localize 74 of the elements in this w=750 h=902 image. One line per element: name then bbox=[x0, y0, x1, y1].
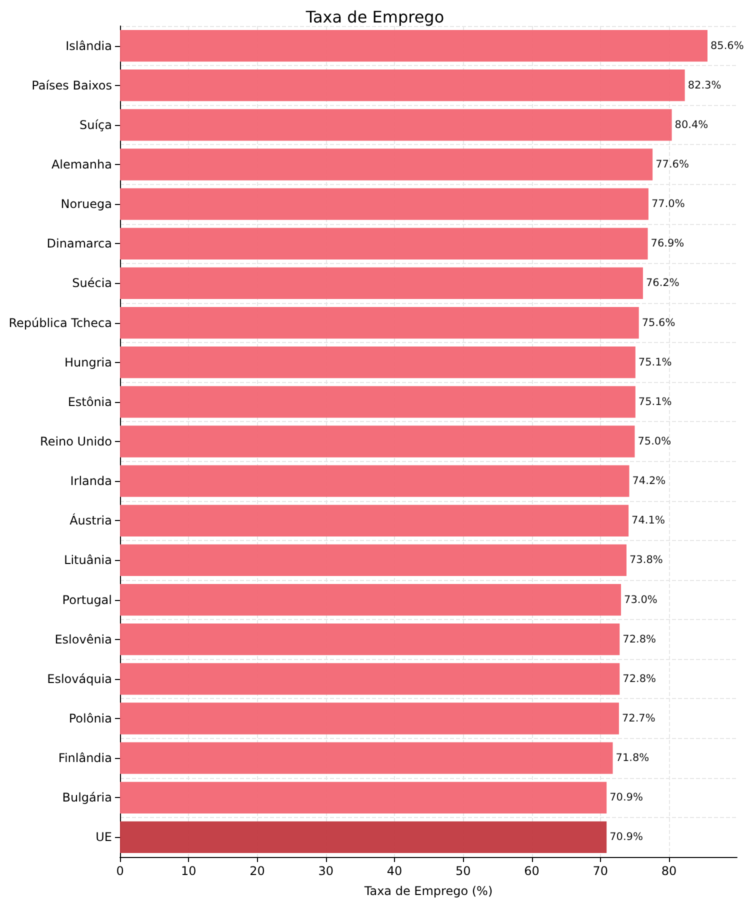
y-tick-label: Lituânia bbox=[64, 553, 112, 568]
data-label: 77.0% bbox=[651, 198, 685, 210]
bar bbox=[120, 188, 648, 220]
data-label: 77.6% bbox=[656, 158, 689, 170]
x-tick-label: 60 bbox=[524, 864, 540, 878]
y-tick-label: Polônia bbox=[68, 712, 112, 726]
data-label: 85.6% bbox=[710, 40, 744, 52]
bar bbox=[120, 30, 708, 62]
bar bbox=[120, 386, 636, 418]
bar bbox=[120, 306, 639, 339]
chart-title: Taxa de Emprego bbox=[304, 8, 444, 26]
data-label: 75.0% bbox=[638, 436, 672, 448]
bar bbox=[120, 702, 619, 734]
data-label: 75.1% bbox=[638, 396, 672, 408]
x-tick-label: 10 bbox=[180, 864, 196, 878]
data-label: 72.8% bbox=[622, 633, 656, 646]
y-tick-label: UE bbox=[96, 830, 112, 844]
y-tick-label: Dinamarca bbox=[46, 236, 112, 251]
data-label: 70.9% bbox=[610, 831, 643, 844]
data-label: 72.7% bbox=[622, 712, 656, 724]
y-tick-label: Suécia bbox=[72, 276, 112, 290]
bar bbox=[120, 426, 635, 458]
bar bbox=[120, 782, 607, 814]
data-label: 74.1% bbox=[632, 514, 665, 527]
bar bbox=[120, 544, 627, 576]
y-tick-label: Eslovênia bbox=[54, 632, 112, 646]
bar bbox=[120, 267, 643, 300]
y-tick-label: Islândia bbox=[66, 38, 112, 53]
bar bbox=[120, 663, 620, 695]
x-tick-label: 80 bbox=[661, 864, 677, 878]
data-label: 72.8% bbox=[622, 672, 656, 685]
x-tick-label: 40 bbox=[386, 864, 402, 878]
y-tick-label: Reino Unido bbox=[40, 434, 112, 448]
x-tick-label: 30 bbox=[318, 864, 334, 878]
x-tick-label: 0 bbox=[116, 864, 124, 878]
y-tick-label: Estônia bbox=[68, 394, 112, 409]
data-label: 75.6% bbox=[642, 316, 676, 329]
bar bbox=[120, 584, 622, 616]
y-tick-label: Áustria bbox=[70, 512, 112, 528]
data-label: 75.1% bbox=[638, 356, 672, 368]
y-tick-label: Hungria bbox=[64, 355, 112, 370]
y-tick-label: Países Baixos bbox=[32, 78, 112, 92]
y-tick-label: Bulgária bbox=[62, 790, 112, 805]
y-tick-label: Portugal bbox=[62, 592, 112, 607]
data-label: 80.4% bbox=[674, 118, 708, 131]
x-axis-title: Taxa de Emprego (%) bbox=[363, 884, 493, 898]
y-tick-label: Alemanha bbox=[51, 158, 112, 172]
y-tick-label: Suíça bbox=[79, 118, 112, 132]
bar bbox=[120, 109, 672, 141]
bar bbox=[120, 742, 613, 774]
bar bbox=[120, 465, 630, 497]
bar bbox=[120, 624, 620, 656]
bar bbox=[120, 821, 607, 854]
x-tick-label: 50 bbox=[456, 864, 471, 878]
data-label: 82.3% bbox=[688, 79, 722, 92]
data-label: 73.8% bbox=[630, 554, 663, 566]
x-tick-label: 70 bbox=[592, 864, 608, 878]
data-label: 71.8% bbox=[616, 752, 650, 764]
y-tick-label: República Tcheca bbox=[8, 316, 112, 330]
y-tick-label: Eslováquia bbox=[47, 672, 112, 686]
data-label: 73.0% bbox=[624, 594, 658, 606]
y-tick-label: Finlândia bbox=[58, 751, 112, 766]
bar bbox=[120, 148, 653, 180]
data-label: 76.2% bbox=[646, 277, 680, 290]
data-label: 74.2% bbox=[632, 475, 666, 488]
bar bbox=[120, 346, 636, 378]
data-label: 70.9% bbox=[610, 792, 643, 804]
x-tick-label: 20 bbox=[250, 864, 265, 878]
data-label: 76.9% bbox=[650, 238, 684, 250]
bar bbox=[120, 70, 685, 102]
y-tick-label: Irlanda bbox=[70, 474, 112, 488]
bar bbox=[120, 504, 629, 536]
y-tick-label: Noruega bbox=[60, 197, 112, 212]
bar bbox=[120, 228, 648, 260]
